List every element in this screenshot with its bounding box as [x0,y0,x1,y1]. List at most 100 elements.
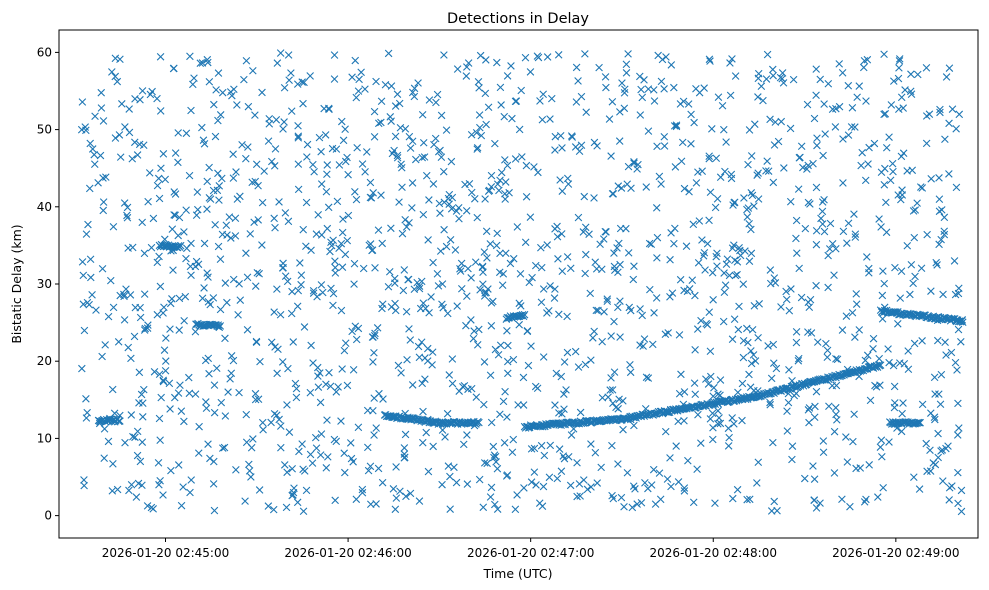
clutter-point [937,235,945,244]
clutter-point [221,279,230,287]
clutter-point [100,454,108,462]
clutter-point [595,63,603,72]
clutter-point [888,159,897,168]
clutter-point [171,149,180,157]
clutter-point [182,129,191,138]
clutter-point [225,213,234,221]
clutter-point [713,249,721,258]
clutter-point [326,382,335,391]
clutter-point [279,125,287,133]
clutter-point [276,422,285,430]
clutter-point [630,158,638,166]
clutter-point [402,307,411,316]
clutter-point [934,429,942,438]
track-point [915,418,923,427]
clutter-point [895,57,904,65]
clutter-point [138,438,147,446]
clutter-point [467,316,475,324]
clutter-point [130,332,139,341]
clutter-point [812,226,821,235]
clutter-point [906,290,914,299]
clutter-point [187,476,196,484]
clutter-point [496,83,505,92]
clutter-point [438,426,447,434]
clutter-point [309,289,318,297]
clutter-point [206,300,214,309]
clutter-point [442,126,451,134]
clutter-point [712,154,721,163]
clutter-point [175,294,184,303]
clutter-point [762,75,771,83]
clutter-point [531,382,540,391]
clutter-point [534,168,542,177]
clutter-point [739,280,748,288]
clutter-point [743,495,751,504]
clutter-point [693,325,702,333]
clutter-point [131,303,140,312]
clutter-point [123,203,132,212]
clutter-point [138,218,147,227]
clutter-point [545,307,553,315]
clutter-point [617,493,626,502]
clutter-point [166,325,174,333]
clutter-point [739,336,748,345]
clutter-point [393,153,402,162]
clutter-point [276,310,285,319]
clutter-point [675,331,684,339]
clutter-point [106,276,115,285]
clutter-point [476,286,484,294]
clutter-point [889,361,898,370]
clutter-point [539,482,548,491]
clutter-point [422,171,431,180]
clutter-point [640,76,648,84]
clutter-point [338,365,346,373]
clutter-point [473,145,481,153]
clutter-point [792,338,801,347]
clutter-point [663,475,672,483]
clutter-point [795,154,804,162]
clutter-point [501,249,510,258]
clutter-point [574,77,582,85]
clutter-point [156,436,164,444]
clutter-point [753,479,761,487]
clutter-point [824,283,832,292]
clutter-point [378,239,387,248]
clutter-point [763,50,772,59]
clutter-point [804,298,813,307]
clutter-point [833,355,842,364]
clutter-point [80,326,89,335]
clutter-point [147,503,156,512]
clutter-point [825,245,834,253]
clutter-point [741,247,749,255]
clutter-point [339,136,348,145]
clutter-point [745,370,753,379]
clutter-point [155,370,164,379]
clutter-point [283,277,292,286]
clutter-point [177,407,186,415]
clutter-point [697,439,705,447]
clutter-point [341,250,350,259]
clutter-point [731,72,740,80]
clutter-point [603,297,612,305]
clutter-point [79,300,88,308]
clutter-point [631,485,639,493]
clutter-point [932,258,940,267]
clutter-point [205,369,213,378]
clutter-point [217,398,226,407]
clutter-point [637,498,646,507]
clutter-point [299,465,307,474]
clutter-point [203,55,212,64]
clutter-point [556,176,564,184]
clutter-point [832,355,840,363]
clutter-point [792,328,801,336]
clutter-point [138,87,147,95]
clutter-point [672,442,680,450]
clutter-point [496,249,504,258]
clutter-point [706,415,715,423]
clutter-point [819,448,828,457]
clutter-point [675,389,684,398]
clutter-point [294,286,303,295]
clutter-point [156,52,165,61]
clutter-point [78,258,87,266]
